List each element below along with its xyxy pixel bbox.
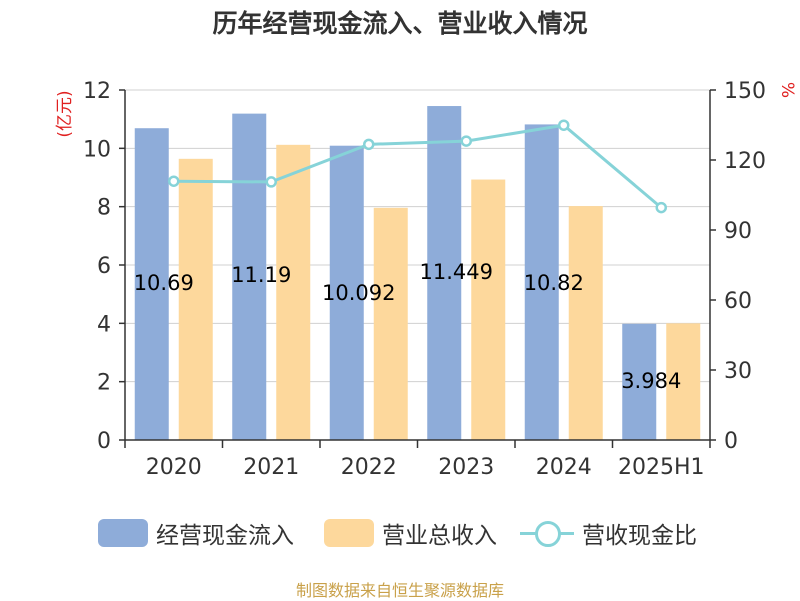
y-right-axis-title: % bbox=[777, 82, 797, 98]
legend-swatch-cash-inflow bbox=[98, 519, 148, 547]
bar-revenue bbox=[568, 206, 603, 440]
bar-cash-inflow bbox=[329, 145, 364, 441]
x-tick-label: 2022 bbox=[341, 455, 397, 480]
bars bbox=[134, 106, 701, 441]
bar-revenue bbox=[178, 158, 213, 441]
y-left-tick-label: 10 bbox=[83, 137, 111, 162]
legend-label-revenue: 营业总收入 bbox=[382, 523, 497, 549]
x-tick-label: 2021 bbox=[243, 455, 299, 480]
gridlines bbox=[125, 89, 710, 383]
legend-item-revenue[interactable]: 营业总收入 bbox=[324, 516, 497, 550]
legend-label-ratio: 营收现金比 bbox=[582, 523, 697, 549]
y-right-tick-label: 0 bbox=[724, 429, 738, 454]
y-left-axis-title: (亿元) bbox=[55, 90, 75, 137]
x-tick-label: 2020 bbox=[146, 455, 202, 480]
bar-cash-inflow bbox=[524, 124, 559, 441]
y-left-tick-label: 4 bbox=[97, 312, 111, 337]
data-label-cash-inflow: 11.19 bbox=[231, 263, 291, 287]
ratio-point bbox=[168, 175, 180, 187]
bar-revenue bbox=[373, 207, 408, 440]
x-tick-label: 2024 bbox=[536, 455, 592, 480]
data-label-cash-inflow: 10.69 bbox=[134, 271, 194, 295]
x-tick-label: 2023 bbox=[438, 455, 494, 480]
source-note: 制图数据来自恒生聚源数据库 bbox=[295, 581, 504, 600]
y-right-tick-label: 150 bbox=[724, 79, 766, 104]
y-left-tick-label: 0 bbox=[97, 429, 111, 454]
bar-revenue bbox=[276, 144, 311, 441]
bar-cash-inflow bbox=[134, 128, 169, 441]
ratio-line bbox=[168, 119, 667, 214]
legend-swatch-revenue bbox=[324, 519, 374, 547]
data-labels: 10.69 11.19 10.092 11.449 10.82 3.984 bbox=[134, 260, 682, 393]
data-label-cash-inflow: 3.984 bbox=[621, 369, 681, 393]
ratio-point bbox=[655, 201, 667, 214]
y-right-tick-label: 120 bbox=[724, 149, 766, 174]
y-right-tick-label: 60 bbox=[724, 289, 752, 314]
y-left-tick-label: 6 bbox=[97, 254, 111, 279]
y-right-tick-label: 30 bbox=[724, 359, 752, 384]
bar-revenue bbox=[666, 323, 701, 440]
bar-revenue bbox=[471, 179, 506, 440]
bar-cash-inflow bbox=[622, 323, 657, 440]
ratio-point bbox=[265, 176, 277, 188]
y-left-tick-label: 12 bbox=[83, 79, 111, 104]
legend-label-cash-inflow: 经营现金流入 bbox=[156, 523, 294, 549]
legend-item-cash-inflow[interactable]: 经营现金流入 bbox=[98, 516, 294, 550]
bar-cash-inflow bbox=[427, 106, 462, 441]
legend-item-ratio[interactable]: 营收现金比 bbox=[520, 516, 697, 550]
bar-cash-inflow bbox=[232, 113, 267, 440]
y-right-tick-label: 90 bbox=[724, 219, 752, 244]
x-tick-label: 2025H1 bbox=[618, 455, 705, 480]
y-left-tick-label: 8 bbox=[97, 196, 111, 221]
ratio-point bbox=[558, 119, 570, 131]
data-label-cash-inflow: 11.449 bbox=[420, 260, 493, 284]
ratio-point bbox=[363, 138, 375, 151]
chart-title: 历年经营现金流入、营业收入情况 bbox=[212, 9, 588, 38]
ratio-point bbox=[460, 135, 472, 147]
y-left-tick-label: 2 bbox=[97, 371, 111, 396]
legend-swatch-ratio bbox=[520, 519, 574, 547]
data-label-cash-inflow: 10.82 bbox=[524, 271, 584, 295]
ratio-line-path bbox=[173, 123, 663, 209]
data-label-cash-inflow: 10.092 bbox=[322, 281, 395, 305]
